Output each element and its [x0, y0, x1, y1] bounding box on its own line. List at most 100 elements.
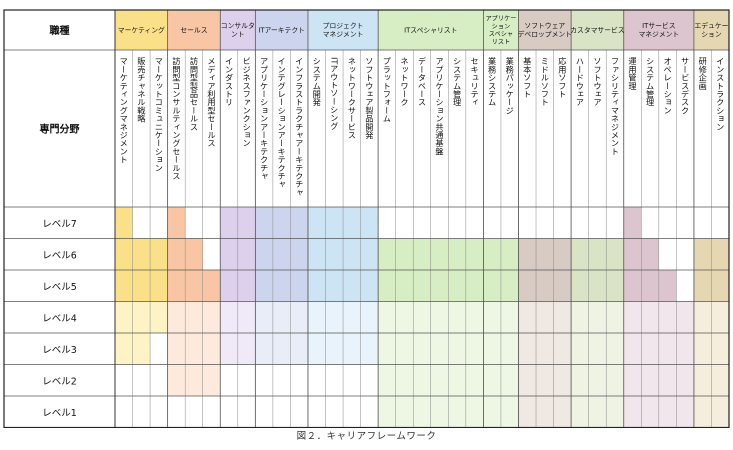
level-cell-it_architect	[272, 207, 291, 239]
level-cell-project_management	[343, 238, 361, 270]
role-name: アプリケー	[485, 15, 516, 22]
level-cell-education	[693, 238, 712, 270]
level-cell-it_specialist	[448, 364, 466, 396]
level-cell-project_management	[343, 301, 361, 333]
level-cell-it_specialist	[395, 396, 414, 428]
specialty-label: マーケティングマネジメント	[119, 57, 129, 164]
level-cell-project_management	[307, 207, 326, 239]
specialty-label: ハードウェア	[575, 57, 585, 106]
level-cell-it_architect	[272, 333, 291, 365]
specialty-label: メディア利用型セールス	[206, 57, 216, 147]
level-cell-marketing	[150, 301, 168, 333]
table-frame	[3, 9, 730, 428]
level-cell-customer_service	[571, 333, 589, 365]
level-cell-it_service_management	[623, 207, 642, 239]
specialty-label: 販売チャネル戦略	[136, 56, 146, 122]
level-cell-it_architect	[290, 301, 308, 333]
level-cell-it_service_management	[623, 396, 642, 428]
level-cell-customer_service	[571, 270, 589, 302]
level-cell-consultant	[220, 238, 238, 270]
specialty-label: ネットワークサービス	[347, 57, 357, 139]
level-cell-education	[693, 270, 712, 302]
level-label: レベル6	[42, 250, 77, 261]
specialty-label: システム開発	[312, 57, 322, 107]
level-cell-it_service_management	[676, 364, 694, 396]
level-cell-it_architect	[272, 270, 291, 302]
role-name: マーケティング	[118, 25, 165, 34]
level-cell-customer_service	[588, 238, 607, 270]
level-cell-marketing	[115, 301, 133, 333]
level-cell-customer_service	[606, 396, 624, 428]
level-cell-application_specialist	[483, 301, 501, 333]
level-cell-marketing	[150, 238, 168, 270]
level-cell-it_architect	[290, 207, 308, 239]
role-name: リスト	[492, 39, 511, 46]
specialty-label: アプリケーション共通基盤	[435, 57, 445, 155]
level-cell-it_architect	[255, 301, 273, 333]
role-name: ITスペシャリスト	[404, 26, 457, 34]
role-name: デベロップメント	[518, 30, 572, 39]
level-cell-it_specialist	[430, 333, 449, 365]
role-header-customer_service	[571, 10, 624, 50]
level-label: レベル5	[42, 282, 77, 293]
role-name: ITアーキテクト	[258, 26, 305, 34]
level-cell-it_architect	[255, 333, 273, 365]
level-cell-it_specialist	[465, 238, 484, 270]
level-cell-consultant	[220, 333, 238, 365]
level-cell-application_specialist	[500, 396, 519, 428]
role-header-consultant	[220, 10, 256, 50]
level-cell-consultant	[237, 270, 256, 302]
level-cell-education	[711, 364, 729, 396]
level-cell-it_service_management	[623, 333, 642, 365]
specialty-label: ソフトウェア	[592, 57, 602, 106]
level-cell-it_architect	[290, 238, 308, 270]
level-cell-it_service_management	[641, 396, 659, 428]
specialty-label: 訪問型製品セールス	[189, 56, 199, 131]
level-cell-software_development	[518, 396, 537, 428]
level-cell-education	[693, 301, 712, 333]
level-label: レベル7	[42, 219, 77, 230]
specialty-label: 業務パッケージ	[505, 56, 515, 114]
level-cell-software_development	[536, 396, 554, 428]
level-cell-it_service_management	[658, 301, 677, 333]
level-cell-consultant	[237, 238, 256, 270]
level-cell-sales	[167, 238, 186, 270]
level-cell-sales	[185, 301, 203, 333]
level-cell-it_specialist	[465, 364, 484, 396]
level-cell-customer_service	[606, 270, 624, 302]
level-cell-it_specialist	[378, 301, 396, 333]
level-cell-it_service_management	[641, 301, 659, 333]
level-cell-sales	[202, 270, 221, 302]
level-cell-customer_service	[588, 396, 607, 428]
level-cell-it_service_management	[658, 333, 677, 365]
role-name: コンサルタ	[221, 21, 255, 30]
level-cell-it_service_management	[623, 364, 642, 396]
level-cell-it_architect	[255, 270, 273, 302]
level-cell-it_specialist	[378, 333, 396, 365]
level-cell-it_architect	[290, 333, 308, 365]
level-cell-customer_service	[588, 364, 607, 396]
level-cell-it_specialist	[395, 270, 414, 302]
level-cell-marketing	[132, 238, 151, 270]
level-cell-project_management	[360, 238, 379, 270]
level-cell-it_specialist	[448, 333, 466, 365]
specialty-label: 業務システム	[487, 56, 497, 106]
role-header-marketing	[115, 10, 168, 50]
level-label: レベル2	[42, 376, 77, 387]
level-cell-it_specialist	[378, 270, 396, 302]
level-cell-consultant	[237, 207, 256, 239]
level-cell-sales	[185, 364, 203, 396]
level-cell-education	[711, 333, 729, 365]
level-cell-software_development	[518, 333, 537, 365]
figure-caption: 図２．キャリアフレームワーク	[296, 431, 437, 442]
level-cell-application_specialist	[500, 238, 519, 270]
level-cell-sales	[167, 270, 186, 302]
specialty-label: ビジネスファンクション	[242, 57, 252, 147]
level-cell-it_architect	[255, 238, 273, 270]
level-cell-software_development	[536, 364, 554, 396]
level-cell-customer_service	[588, 270, 607, 302]
specialty-label: 運用管理	[628, 57, 638, 90]
level-cell-application_specialist	[483, 364, 501, 396]
specialty-label: ファシリティマネジメント	[610, 57, 620, 155]
level-cell-customer_service	[588, 333, 607, 365]
